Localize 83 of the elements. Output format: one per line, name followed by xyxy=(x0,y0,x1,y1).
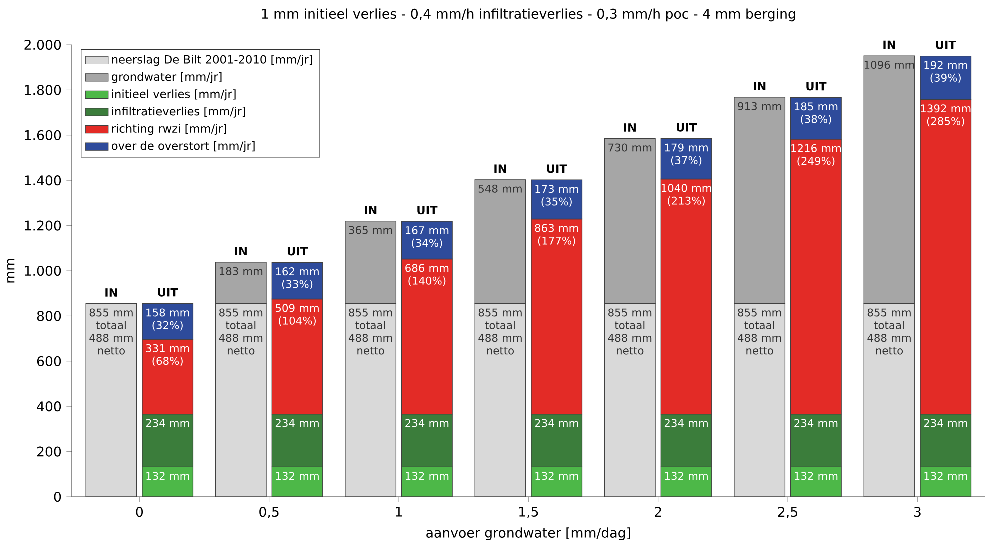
y-tick-label: 2.000 xyxy=(24,40,62,50)
data-label: 1096 mm xyxy=(864,61,914,70)
y-tick-label: 1.000 xyxy=(25,266,62,276)
annotation: IN xyxy=(365,206,377,214)
data-label: 855 mm totaal 488 mm netto xyxy=(738,308,782,355)
data-label: 855 mm totaal 488 mm netto xyxy=(90,308,133,355)
annotation: IN xyxy=(235,247,247,256)
data-label: 185 mm (38%) xyxy=(795,102,838,125)
data-label: 855 mm totaal 488 mm netto xyxy=(608,308,652,355)
data-label: 183 mm xyxy=(220,267,263,276)
legend-label: infiltratieverlies [mm/jr] xyxy=(112,106,246,118)
text: 2,5 xyxy=(778,507,798,518)
annotation: IN xyxy=(754,82,766,90)
x-axis-title: aanvoer grondwater [mm/dag] xyxy=(426,528,630,541)
data-label: 192 mm (39%) xyxy=(924,61,968,84)
data-label: 855 mm totaal 488 mm netto xyxy=(478,308,522,355)
y-tick-label: 600 xyxy=(37,356,62,366)
data-label: 173 mm (35%) xyxy=(536,185,578,208)
y-tick-label: 1.600 xyxy=(25,130,62,140)
legend-label: richting rwzi [mm/jr] xyxy=(112,124,226,136)
data-label: 730 mm xyxy=(608,144,652,152)
data-label: 162 mm (33%) xyxy=(276,268,319,290)
data-label: 234 mm xyxy=(276,419,319,428)
data-label: 1216 mm (249%) xyxy=(792,144,842,166)
data-label: 234 mm xyxy=(794,419,838,428)
annotation: UIT xyxy=(806,82,827,91)
data-label: 132 mm xyxy=(406,472,449,480)
data-label: 167 mm (34%) xyxy=(406,226,449,248)
data-label: 132 mm xyxy=(536,472,578,480)
data-label: 509 mm (104%) xyxy=(276,304,319,326)
annotation: UIT xyxy=(677,123,698,132)
bar xyxy=(86,303,138,498)
y-tick-label: 1.200 xyxy=(25,220,62,231)
data-label: 855 mm totaal 488 mm netto xyxy=(868,308,911,355)
legend-label: over de overstort [mm/jr] xyxy=(112,142,255,152)
text: 0 xyxy=(136,507,144,518)
text: 1,5 xyxy=(520,507,538,518)
data-label: 1392 mm (285%) xyxy=(921,104,971,127)
data-label: 132 mm xyxy=(795,472,838,480)
y-tick-label: 400 xyxy=(37,402,62,412)
text: 2 xyxy=(655,507,662,517)
data-label: 548 mm xyxy=(478,184,522,193)
data-label: 686 mm (140%) xyxy=(406,264,449,286)
annotation: IN xyxy=(884,40,896,50)
data-label: 234 mm xyxy=(406,419,449,428)
y-tick-label: 1.400 xyxy=(25,176,62,186)
annotation: UIT xyxy=(936,40,956,50)
data-label: 331 mm (68%) xyxy=(146,344,190,366)
y-tick-label: 0 xyxy=(54,492,62,502)
data-label: 234 mm xyxy=(924,419,968,428)
annotation: UIT xyxy=(547,164,568,174)
legend-label: grondwater [mm/jr] xyxy=(112,72,222,84)
data-label: 365 mm xyxy=(349,226,392,234)
data-label: 855 mm totaal 488 mm netto xyxy=(348,308,392,355)
y-axis-title: mm xyxy=(7,259,15,283)
data-label: 234 mm xyxy=(535,419,578,428)
chart-title: 1 mm initieel verlies - 0,4 mm/h infiltratieverlies - 0,3 mm/h poc - 4 mm berging xyxy=(262,8,796,22)
data-label: 158 mm (32%) xyxy=(146,308,190,331)
y-tick-label: 200 xyxy=(37,446,62,457)
data-label: 132 mm xyxy=(276,472,319,480)
annotation: UIT xyxy=(418,206,438,215)
annotation: IN xyxy=(494,164,506,173)
data-label: 855 mm totaal 488 mm netto xyxy=(219,308,263,355)
annotation: IN xyxy=(106,288,118,297)
data-label: 234 mm xyxy=(664,419,708,428)
text: 0,5 xyxy=(260,507,279,518)
data-label: 179 mm (37%) xyxy=(665,144,708,166)
annotation: UIT xyxy=(158,288,178,297)
legend-label: neerslag De Bilt 2001-2010 [mm/jr] xyxy=(112,55,312,66)
data-label: 1040 mm (213%) xyxy=(662,184,712,206)
text: 1 xyxy=(396,507,402,517)
data-label: 234 mm xyxy=(146,419,190,428)
data-label: 132 mm xyxy=(665,472,708,480)
data-label: 863 mm (177%) xyxy=(535,224,578,246)
text: 3 xyxy=(914,507,921,518)
y-tick-label: 800 xyxy=(37,311,62,322)
y-tick-label: 1.800 xyxy=(25,85,62,96)
data-label: 913 mm xyxy=(738,102,782,110)
legend-label: initieel verlies [mm/jr] xyxy=(112,90,236,101)
annotation: IN xyxy=(624,124,636,132)
data-label: 132 mm xyxy=(146,472,190,480)
data-label: 132 mm xyxy=(924,472,968,480)
annotation: UIT xyxy=(288,247,308,256)
